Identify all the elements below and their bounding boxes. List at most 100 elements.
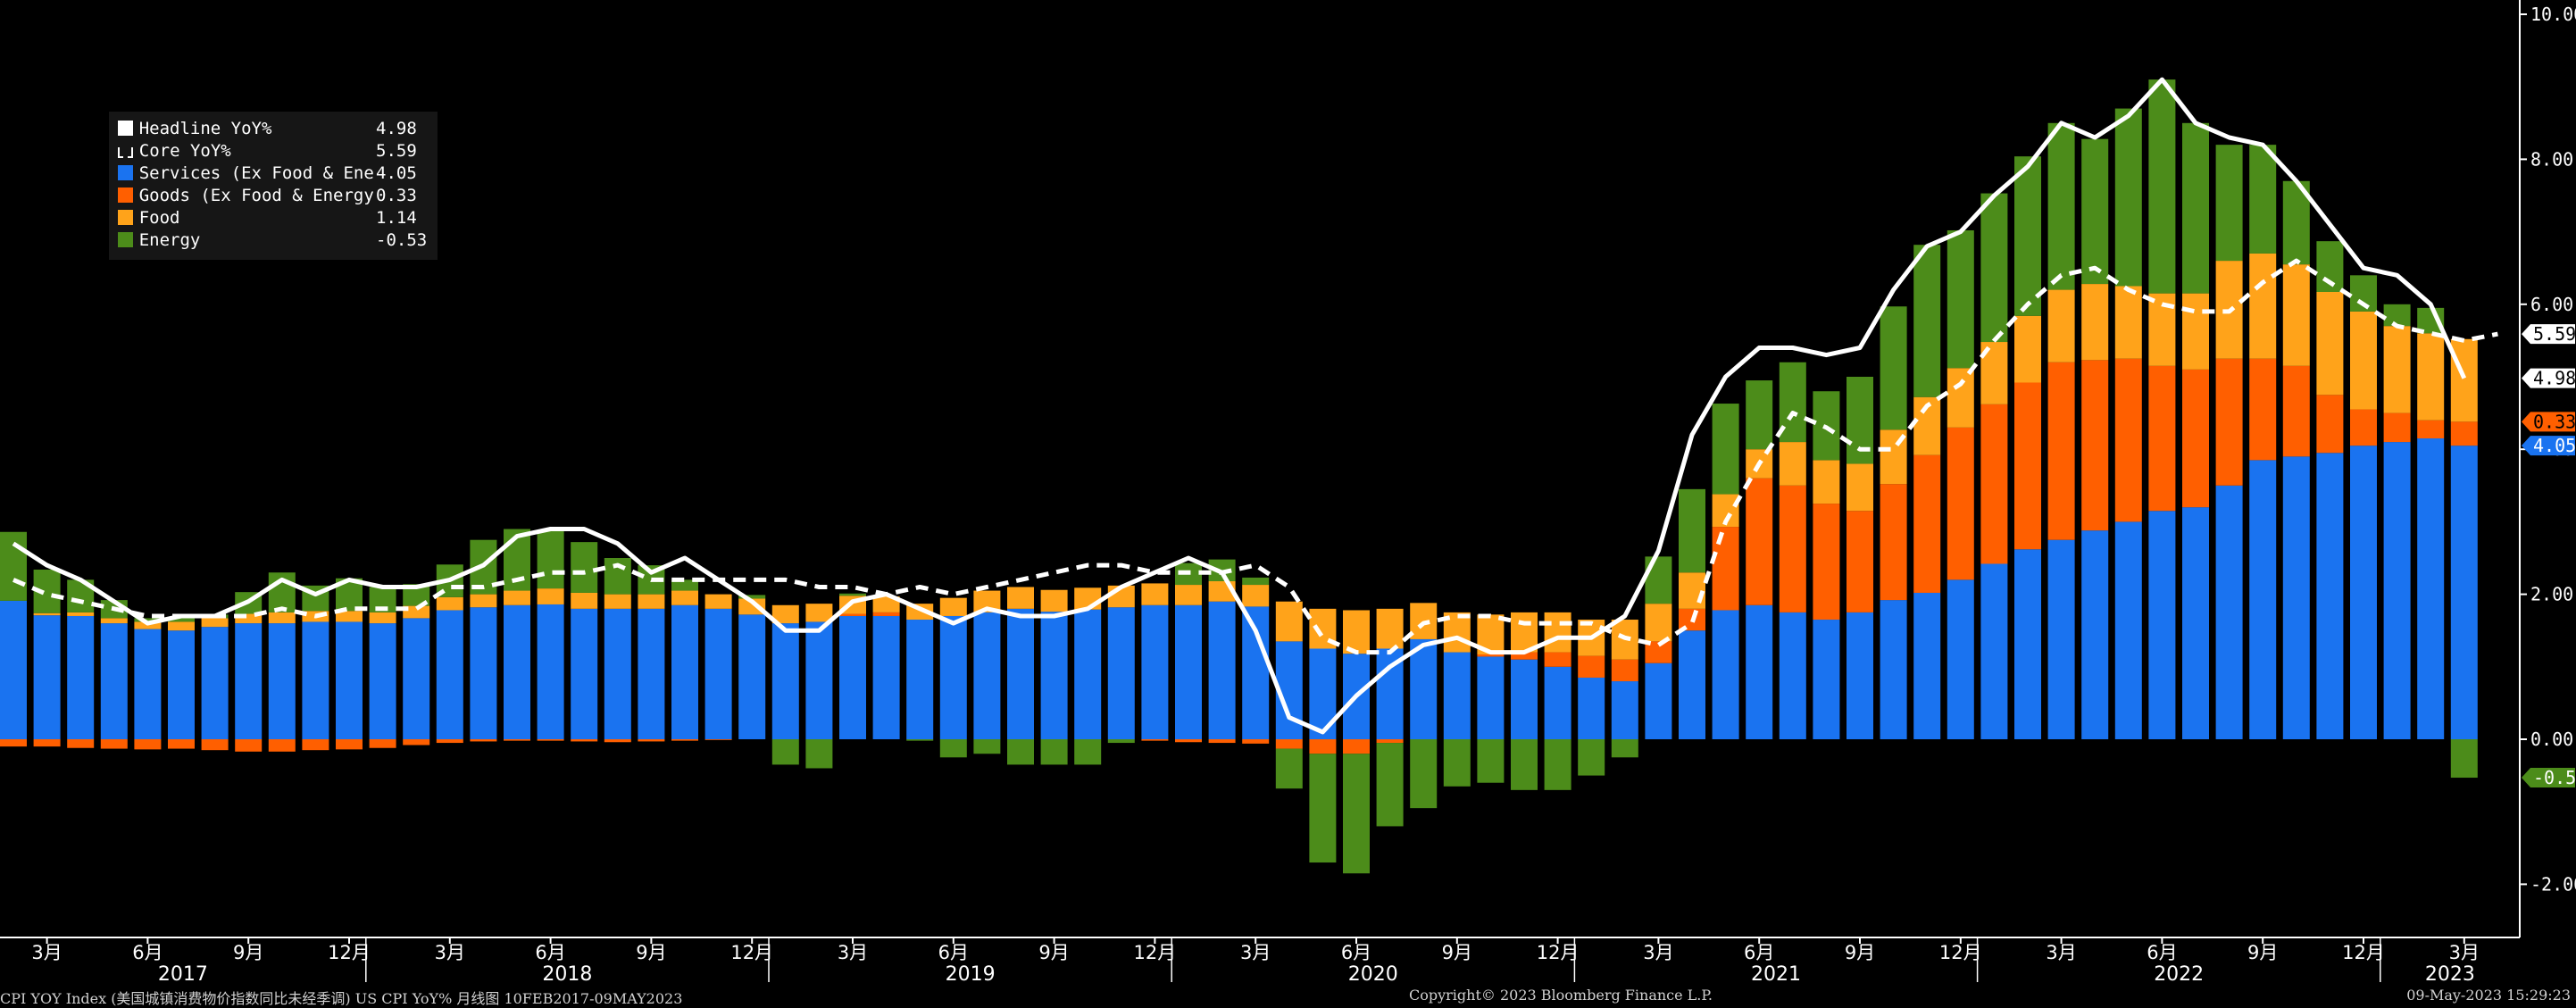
x-tick-label: 6月 xyxy=(1341,942,1371,963)
bar-segment xyxy=(704,594,732,609)
bar-segment xyxy=(1443,739,1471,787)
bar-segment xyxy=(168,618,195,622)
bar-segment xyxy=(504,604,530,739)
bar-segment xyxy=(872,612,900,616)
y-tick-label: 10.00 xyxy=(2530,4,2576,25)
bar-segment xyxy=(1007,739,1034,765)
x-tick-label: 3月 xyxy=(31,942,62,963)
bar-segment xyxy=(504,739,530,741)
legend-swatch-food xyxy=(118,210,133,225)
bar-segment xyxy=(1511,659,1538,739)
x-tick-label: 6月 xyxy=(1744,942,1774,963)
bar-segment xyxy=(2114,358,2142,522)
last-value-text: 4.98 xyxy=(2533,368,2576,389)
bar-segment xyxy=(1074,609,1102,739)
bar-segment xyxy=(1175,739,1202,743)
bar-segment xyxy=(906,739,934,741)
legend-item-food[interactable]: Food 1.14 xyxy=(118,206,429,229)
bar-segment xyxy=(201,739,229,751)
bar-segment xyxy=(1645,662,1672,739)
bar-segment xyxy=(235,613,263,624)
bar-segment xyxy=(1980,404,2008,564)
bar-segment xyxy=(2450,446,2478,739)
bar-segment xyxy=(2316,395,2344,454)
bar-segment xyxy=(2350,311,2377,410)
x-tick-label: 9月 xyxy=(2247,942,2278,963)
legend-item-headline[interactable]: Headline YoY% 4.98 xyxy=(118,117,429,139)
last-value-label: 0.33 xyxy=(2522,411,2576,432)
x-tick-label: 6月 xyxy=(132,942,163,963)
bar-segment xyxy=(1410,638,1438,739)
legend-label: Services (Ex Food & Energy) xyxy=(138,162,376,183)
year-label: 2020 xyxy=(1348,963,1398,986)
bar-segment xyxy=(1746,478,1773,605)
legend-label: Headline YoY% xyxy=(138,118,272,138)
legend-swatch-core xyxy=(118,146,133,158)
legend-swatch-goods xyxy=(118,187,133,203)
bar-segment xyxy=(604,739,631,743)
bar-segment xyxy=(2383,442,2411,739)
bar-segment xyxy=(1980,563,2008,739)
line-layer xyxy=(12,77,2498,735)
y-axis: 10.008.006.004.002.000.00-2.00 xyxy=(2519,0,2576,937)
bar-segment xyxy=(2182,122,2209,294)
bar-segment xyxy=(436,610,463,739)
year-label: 2017 xyxy=(158,963,208,986)
bar-segment xyxy=(100,623,128,739)
bar-layer xyxy=(0,79,2478,874)
bar-segment xyxy=(1410,739,1438,809)
legend-label: Goods (Ex Food & Energy) xyxy=(138,185,377,205)
bar-segment xyxy=(2249,358,2277,461)
bar-segment xyxy=(134,629,162,739)
x-tick-label: 9月 xyxy=(1442,942,1472,963)
legend-item-energy[interactable]: Energy -0.53 xyxy=(118,229,429,251)
legend-item-services[interactable]: Services (Ex Food & Energy) 4.05 xyxy=(118,162,429,184)
bar-segment xyxy=(2249,145,2277,254)
bar-segment xyxy=(1309,754,1337,863)
bar-segment xyxy=(1242,739,1270,744)
bar-segment xyxy=(604,594,631,609)
bar-segment xyxy=(1007,608,1034,739)
legend-value: 5.59 xyxy=(376,140,417,161)
bar-segment xyxy=(100,618,128,624)
x-tick-label: 6月 xyxy=(535,942,565,963)
bar-segment xyxy=(738,614,766,739)
bar-segment xyxy=(1679,488,1705,573)
legend-item-core[interactable]: Core YoY% 5.59 xyxy=(118,139,429,162)
legend-item-goods[interactable]: Goods (Ex Food & Energy) 0.33 xyxy=(118,184,429,206)
bar-segment xyxy=(1712,527,1739,611)
last-value-box xyxy=(2522,368,2575,388)
bar-segment xyxy=(2114,108,2142,287)
bar-segment xyxy=(2182,507,2209,739)
bar-segment xyxy=(67,739,95,748)
x-tick-label: 3月 xyxy=(2046,942,2076,963)
bar-segment xyxy=(805,621,833,739)
bar-segment xyxy=(1544,739,1571,790)
bar-segment xyxy=(1477,739,1505,783)
bar-segment xyxy=(1275,601,1303,642)
bar-segment xyxy=(571,592,598,609)
bar-segment xyxy=(1746,604,1773,739)
bar-segment xyxy=(134,618,162,622)
x-tick-label: 12月 xyxy=(730,942,773,963)
bar-segment xyxy=(2215,145,2243,262)
bar-segment xyxy=(2182,293,2209,370)
bar-segment xyxy=(1040,739,1068,765)
y-tick-label: 8.00 xyxy=(2530,148,2573,170)
last-value-box xyxy=(2522,768,2575,788)
last-value-box xyxy=(2522,436,2575,456)
bar-segment xyxy=(2047,122,2075,290)
x-tick-label: 6月 xyxy=(938,942,969,963)
bar-segment xyxy=(2417,438,2445,739)
bar-segment xyxy=(1880,306,1907,430)
bar-segment xyxy=(805,739,833,769)
footer-source: CPI YOY Index (美国城镇消费物价指数同比未经季调) US CPI … xyxy=(0,990,683,1007)
bar-segment xyxy=(1813,460,1840,504)
bar-segment xyxy=(1913,592,1941,739)
bar-segment xyxy=(1712,404,1739,495)
bar-segment xyxy=(201,627,229,739)
bar-segment xyxy=(604,608,631,739)
footer-timestamp: 09-May-2023 15:29:23 xyxy=(2406,987,2571,1004)
y-tick-label: 0.00 xyxy=(2530,729,2573,750)
